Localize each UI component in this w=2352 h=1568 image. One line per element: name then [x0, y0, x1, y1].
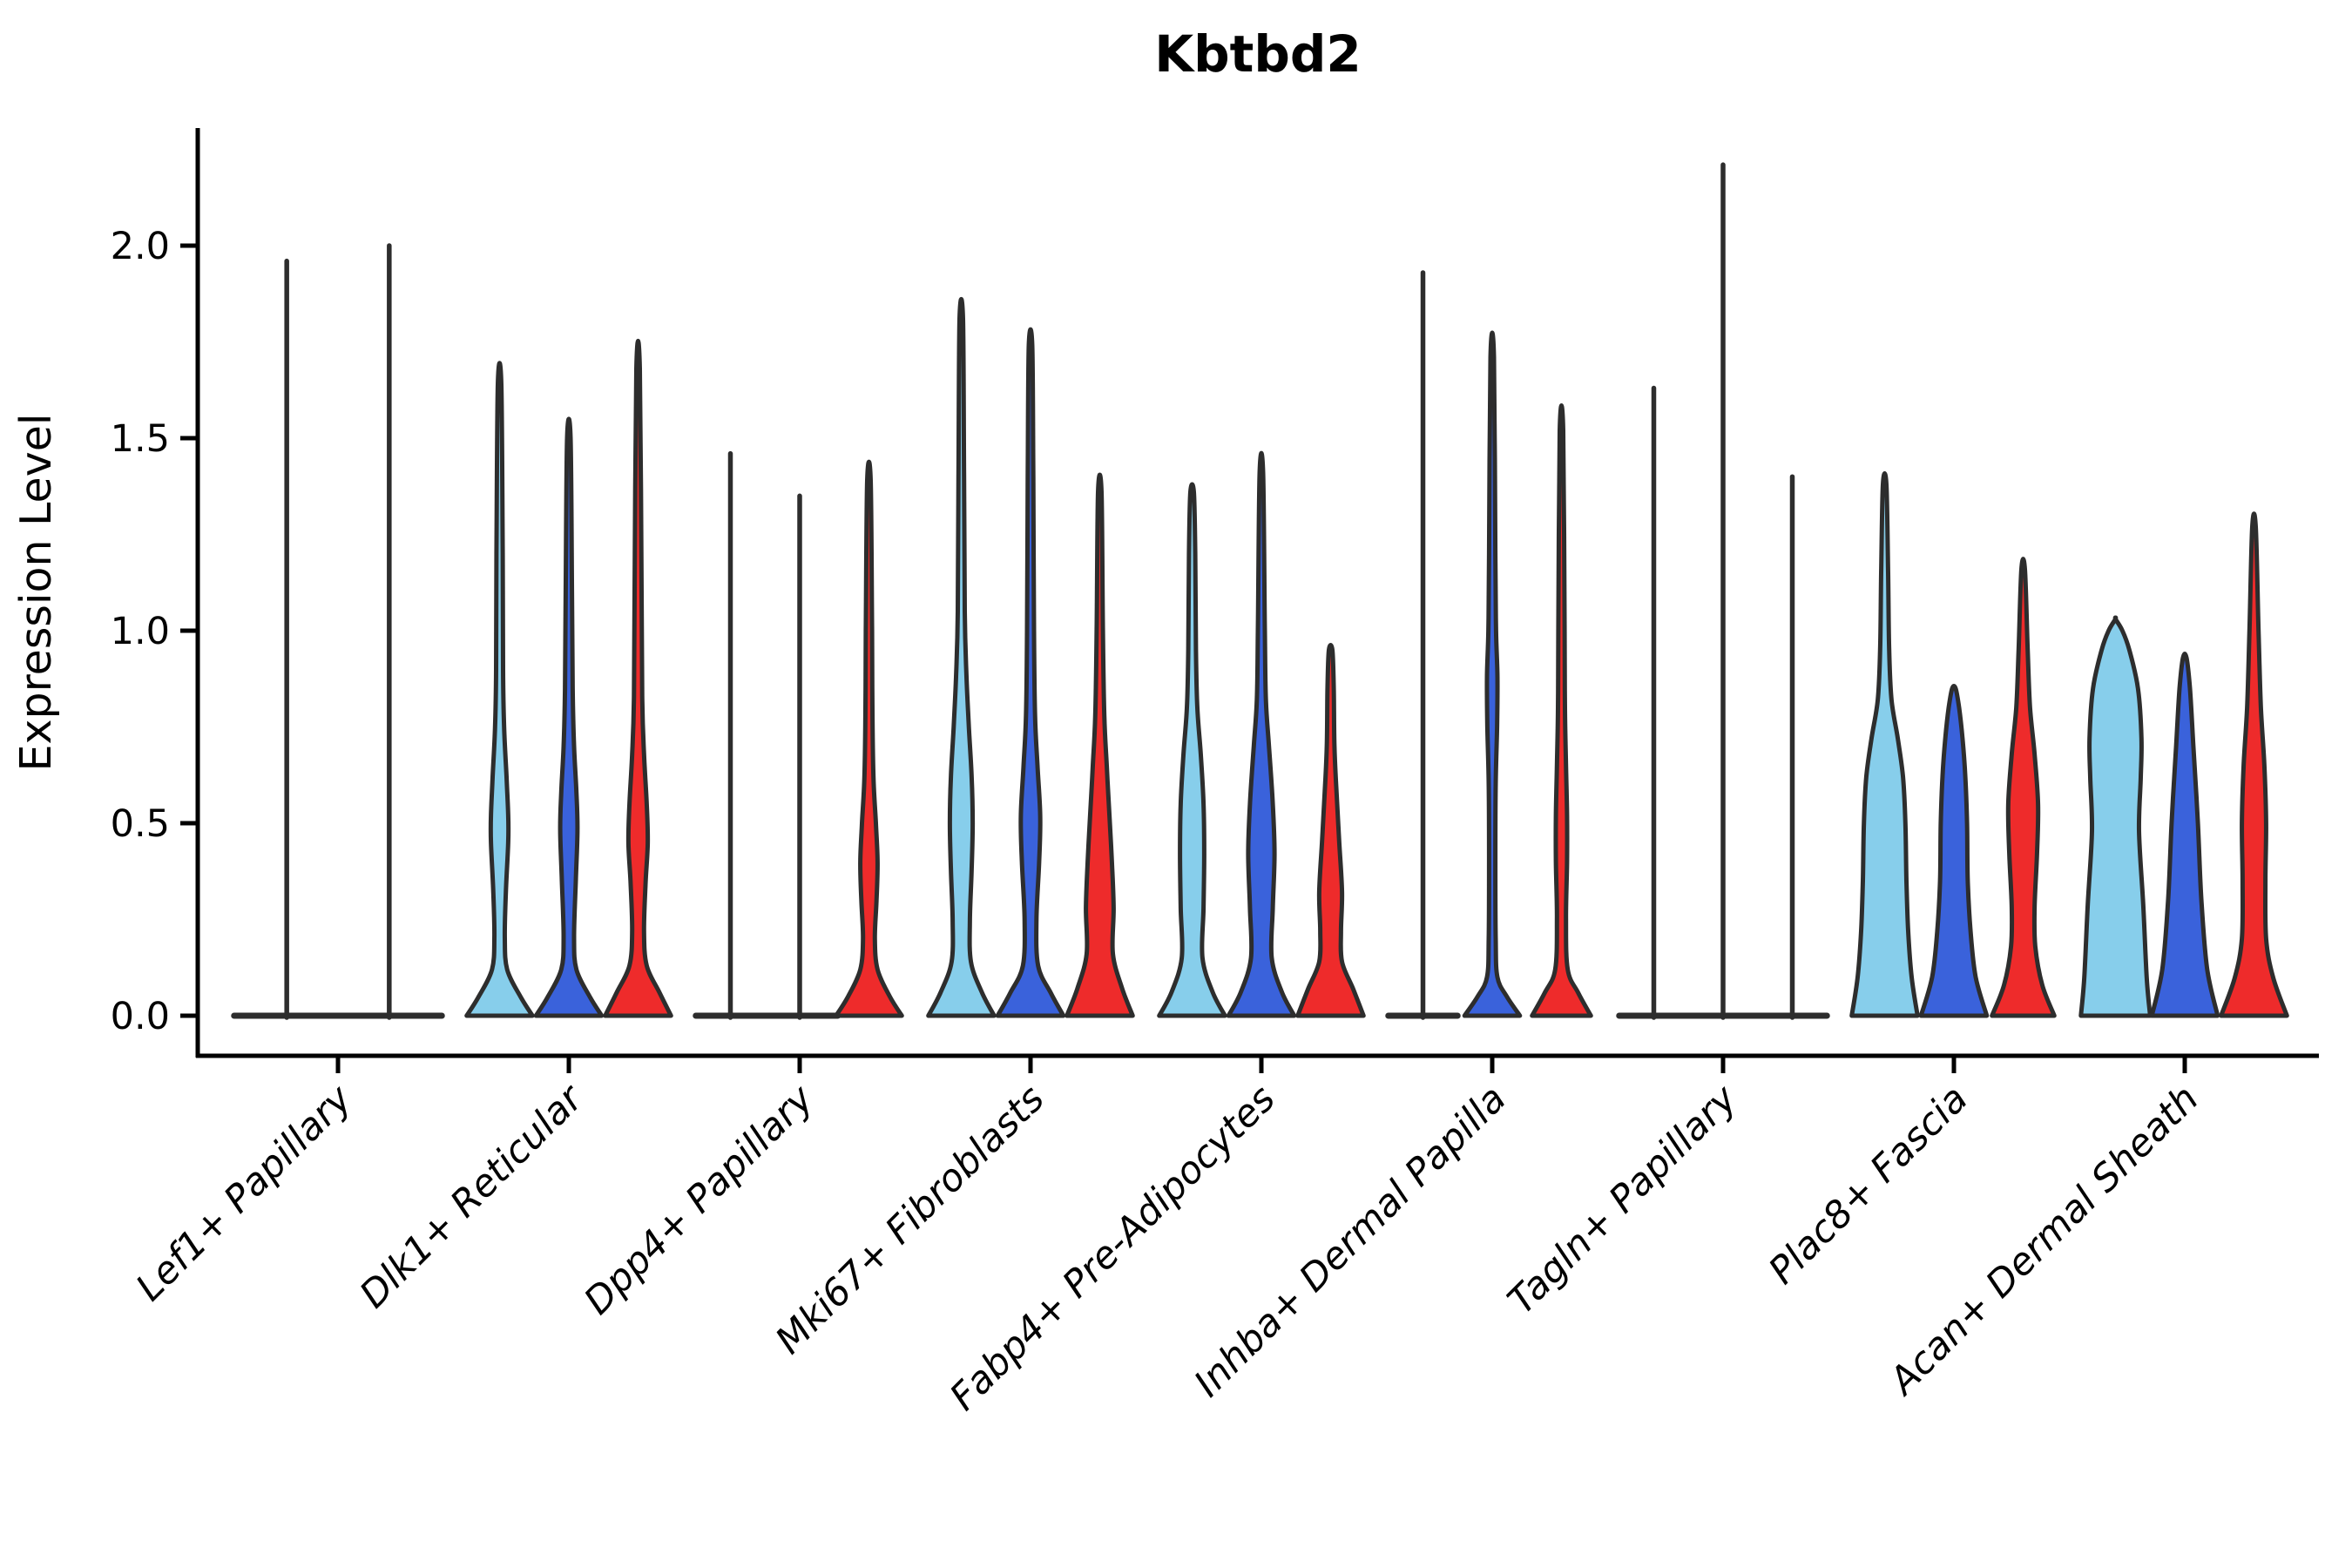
violin-shape — [1990, 557, 2057, 1018]
violin-shape — [1157, 482, 1227, 1018]
violin-shape — [1918, 684, 1990, 1018]
violin-shape — [1295, 643, 1366, 1018]
violin-shape — [2219, 511, 2289, 1018]
y-tick-label: 0.0 — [111, 995, 170, 1038]
violin-shape — [1530, 403, 1593, 1018]
y-tick-label: 1.5 — [111, 417, 170, 461]
x-tick-label: Lef1+ Papillary — [128, 1077, 361, 1309]
x-tick-label: Tagln+ Papillary — [1500, 1077, 1747, 1323]
violin-shape — [2149, 651, 2220, 1018]
violin-shape — [1064, 472, 1135, 1018]
y-tick-label: 2.0 — [111, 225, 170, 268]
x-tick-label: Plac8+ Fascia — [1761, 1077, 1977, 1293]
violin-shape — [2078, 615, 2153, 1018]
violin-shape — [926, 296, 997, 1018]
y-tick-label: 1.0 — [111, 610, 170, 653]
x-tick-label: Dlk1+ Reticular — [352, 1076, 593, 1317]
violin-shape — [1462, 330, 1523, 1018]
violin-shape — [533, 416, 605, 1018]
y-tick-label: 0.5 — [111, 802, 170, 846]
violin-shape — [995, 327, 1066, 1018]
violin-shape — [603, 338, 673, 1018]
chart-title: Kbtbd2 — [1154, 24, 1362, 84]
violin-shape — [834, 459, 904, 1018]
y-axis-label: Expression Level — [11, 414, 61, 772]
violin-layer — [231, 162, 2289, 1020]
violin-shape — [1226, 450, 1297, 1018]
x-tick-label: Dpp4+ Papillary — [576, 1077, 822, 1323]
violin-shape — [464, 361, 535, 1018]
violin-shape — [1849, 470, 1920, 1018]
